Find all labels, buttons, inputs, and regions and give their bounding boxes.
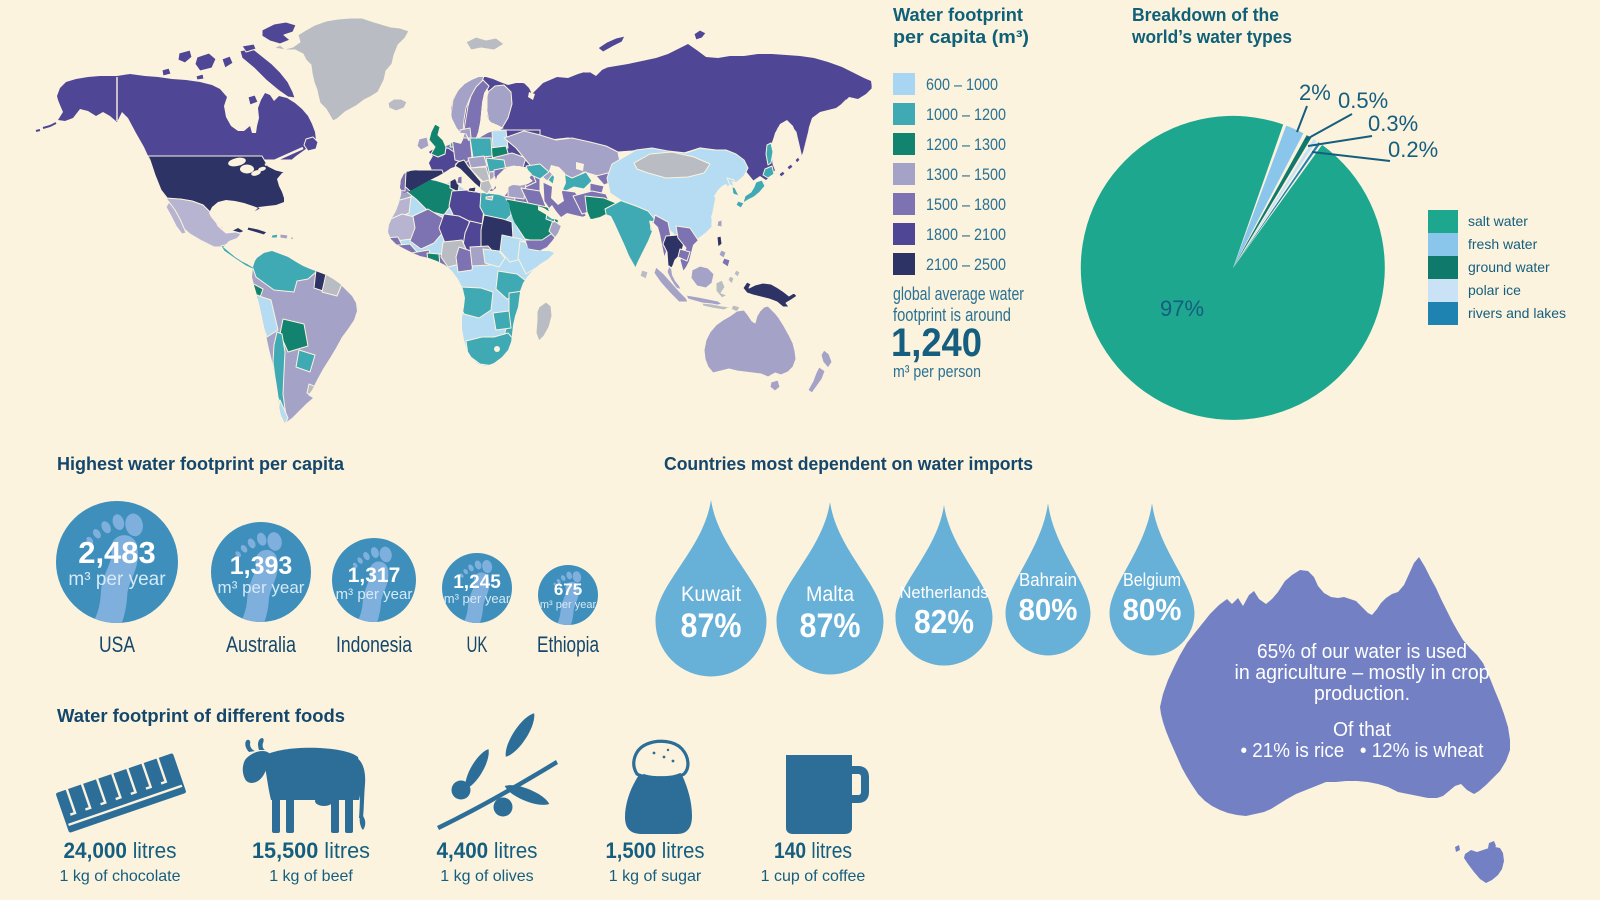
svg-text:1800 – 2100: 1800 – 2100 bbox=[926, 225, 1006, 244]
svg-text:600 – 1000: 600 – 1000 bbox=[926, 75, 998, 94]
svg-text:m³ per year: m³ per year bbox=[444, 591, 511, 606]
svg-text:2100 – 2500: 2100 – 2500 bbox=[926, 255, 1006, 274]
svg-text:footprint is around: footprint is around bbox=[893, 305, 1011, 325]
svg-text:Countries most dependent on wa: Countries most dependent on water import… bbox=[664, 454, 1033, 474]
svg-text:1 kg of sugar: 1 kg of sugar bbox=[609, 868, 702, 885]
svg-text:UK: UK bbox=[467, 632, 488, 657]
svg-text:m³ per person: m³ per person bbox=[893, 362, 981, 381]
svg-text:1300 – 1500: 1300 – 1500 bbox=[926, 165, 1006, 184]
svg-text:Malta: Malta bbox=[806, 583, 854, 606]
svg-text:140 litres: 140 litres bbox=[774, 838, 852, 863]
svg-text:fresh water: fresh water bbox=[1468, 236, 1538, 252]
svg-text:87%: 87% bbox=[800, 607, 861, 645]
svg-text:4,400 litres: 4,400 litres bbox=[437, 838, 538, 863]
svg-text:15,500 litres: 15,500 litres bbox=[252, 838, 370, 863]
svg-text:1500 – 1800: 1500 – 1800 bbox=[926, 195, 1006, 214]
svg-text:82%: 82% bbox=[914, 603, 974, 640]
svg-text:production.: production. bbox=[1314, 683, 1410, 705]
svg-text:polar ice: polar ice bbox=[1468, 282, 1521, 298]
svg-text:1,317: 1,317 bbox=[348, 564, 401, 587]
svg-text:87%: 87% bbox=[681, 607, 742, 645]
svg-text:m³ per year: m³ per year bbox=[68, 569, 166, 590]
svg-text:m³ per year: m³ per year bbox=[336, 586, 413, 603]
svg-text:2,483: 2,483 bbox=[78, 535, 156, 570]
svg-text:Water footprint of different f: Water footprint of different foods bbox=[57, 706, 345, 726]
svg-text:1 kg of chocolate: 1 kg of chocolate bbox=[60, 868, 181, 885]
svg-text:world’s water types: world’s water types bbox=[1131, 27, 1292, 47]
svg-text:Highest water footprint per ca: Highest water footprint per capita bbox=[57, 454, 345, 474]
svg-text:65% of our water is used: 65% of our water is used bbox=[1257, 641, 1467, 663]
svg-text:Belgium: Belgium bbox=[1123, 570, 1181, 590]
svg-text:97%: 97% bbox=[1160, 296, 1204, 321]
svg-text:1 cup of coffee: 1 cup of coffee bbox=[761, 868, 866, 885]
svg-text:m³ per year: m³ per year bbox=[218, 578, 305, 597]
svg-text:Australia: Australia bbox=[226, 632, 297, 657]
svg-text:Ethiopia: Ethiopia bbox=[537, 632, 600, 657]
svg-text:0.5%: 0.5% bbox=[1338, 88, 1388, 113]
svg-text:80%: 80% bbox=[1019, 592, 1078, 627]
svg-text:1,240: 1,240 bbox=[891, 321, 982, 365]
svg-text:1,500 litres: 1,500 litres bbox=[606, 838, 705, 863]
svg-text:1200 – 1300: 1200 – 1300 bbox=[926, 135, 1006, 154]
svg-text:Breakdown of the: Breakdown of the bbox=[1132, 5, 1279, 25]
svg-text:2%: 2% bbox=[1299, 80, 1331, 105]
svg-text:rivers and lakes: rivers and lakes bbox=[1468, 305, 1566, 321]
svg-text:salt water: salt water bbox=[1468, 213, 1528, 229]
svg-text:80%: 80% bbox=[1123, 592, 1182, 627]
svg-text:Netherlands: Netherlands bbox=[900, 583, 989, 602]
svg-text:global average water: global average water bbox=[893, 284, 1024, 304]
svg-text:per capita (m³): per capita (m³) bbox=[893, 27, 1029, 47]
svg-text:675: 675 bbox=[554, 580, 582, 599]
svg-text:1 kg of beef: 1 kg of beef bbox=[269, 868, 353, 885]
svg-text:• 21% is rice • 12% is wheat: • 21% is rice • 12% is wheat bbox=[1241, 740, 1484, 762]
svg-text:Kuwait: Kuwait bbox=[681, 583, 741, 606]
svg-text:Bahrain: Bahrain bbox=[1019, 570, 1077, 590]
svg-text:24,000 litres: 24,000 litres bbox=[64, 838, 177, 863]
svg-text:0.3%: 0.3% bbox=[1368, 111, 1418, 136]
svg-text:m³ per year: m³ per year bbox=[540, 599, 597, 611]
svg-text:Of that: Of that bbox=[1333, 719, 1391, 741]
svg-text:1000 – 1200: 1000 – 1200 bbox=[926, 105, 1006, 124]
svg-text:USA: USA bbox=[99, 632, 135, 657]
svg-text:1,393: 1,393 bbox=[230, 552, 293, 580]
svg-text:0.2%: 0.2% bbox=[1388, 137, 1438, 162]
svg-text:ground water: ground water bbox=[1468, 259, 1550, 275]
svg-text:Water footprint: Water footprint bbox=[893, 5, 1023, 25]
svg-text:Indonesia: Indonesia bbox=[336, 632, 413, 657]
svg-text:in agriculture – mostly in cro: in agriculture – mostly in crop bbox=[1235, 662, 1490, 684]
svg-text:1,245: 1,245 bbox=[453, 572, 501, 593]
svg-text:1 kg of olives: 1 kg of olives bbox=[440, 868, 533, 885]
